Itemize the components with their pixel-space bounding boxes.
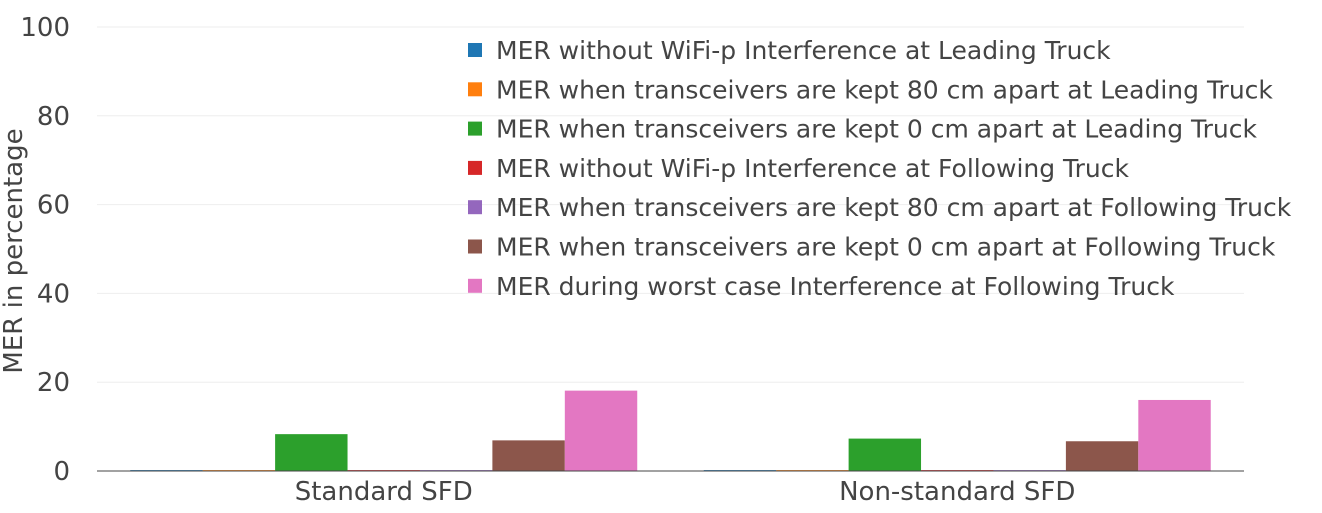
y-tick-label: 40 xyxy=(37,279,70,309)
legend-swatch xyxy=(468,200,482,215)
y-axis-title: MER in percentage xyxy=(0,128,29,373)
y-tick-labels: 0 20 40 60 80 100 xyxy=(20,13,70,487)
x-tick-labels: Standard SFD Non-standard SFD xyxy=(295,477,1076,507)
bars xyxy=(130,390,1211,471)
bar xyxy=(848,438,922,471)
legend-label: MER without WiFi-p Interference at Follo… xyxy=(496,154,1130,183)
bar xyxy=(1065,441,1139,471)
y-tick-label: 0 xyxy=(53,457,70,487)
bar xyxy=(275,434,348,471)
bar xyxy=(1138,399,1211,471)
legend-label: MER without WiFi-p Interference at Leadi… xyxy=(496,36,1111,65)
y-tick-label: 20 xyxy=(37,368,70,398)
legend-swatch xyxy=(468,278,482,293)
legend-swatch xyxy=(468,121,482,136)
bar xyxy=(492,440,565,471)
legend-label: MER when transceivers are kept 0 cm apar… xyxy=(496,115,1258,144)
legend-swatch xyxy=(468,239,482,254)
gridlines xyxy=(97,26,1244,383)
legend: MER without WiFi-p Interference at Leadi… xyxy=(468,36,1292,301)
legend-label: MER when transceivers are kept 0 cm apar… xyxy=(496,233,1276,262)
bar xyxy=(564,390,638,471)
x-tick-label: Standard SFD xyxy=(295,477,473,507)
legend-label: MER during worst case Interference at Fo… xyxy=(496,272,1175,301)
legend-swatch xyxy=(468,43,482,57)
legend-swatch xyxy=(468,160,482,175)
legend-label: MER when transceivers are kept 80 cm apa… xyxy=(496,75,1273,104)
y-tick-label: 80 xyxy=(37,102,70,132)
legend-label: MER when transceivers are kept 80 cm apa… xyxy=(496,193,1292,222)
x-tick-label: Non-standard SFD xyxy=(839,477,1075,507)
legend-swatch xyxy=(468,82,482,97)
y-tick-label: 100 xyxy=(20,13,70,43)
y-tick-label: 60 xyxy=(37,191,70,221)
